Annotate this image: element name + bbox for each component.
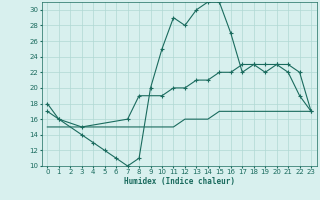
X-axis label: Humidex (Indice chaleur): Humidex (Indice chaleur): [124, 177, 235, 186]
